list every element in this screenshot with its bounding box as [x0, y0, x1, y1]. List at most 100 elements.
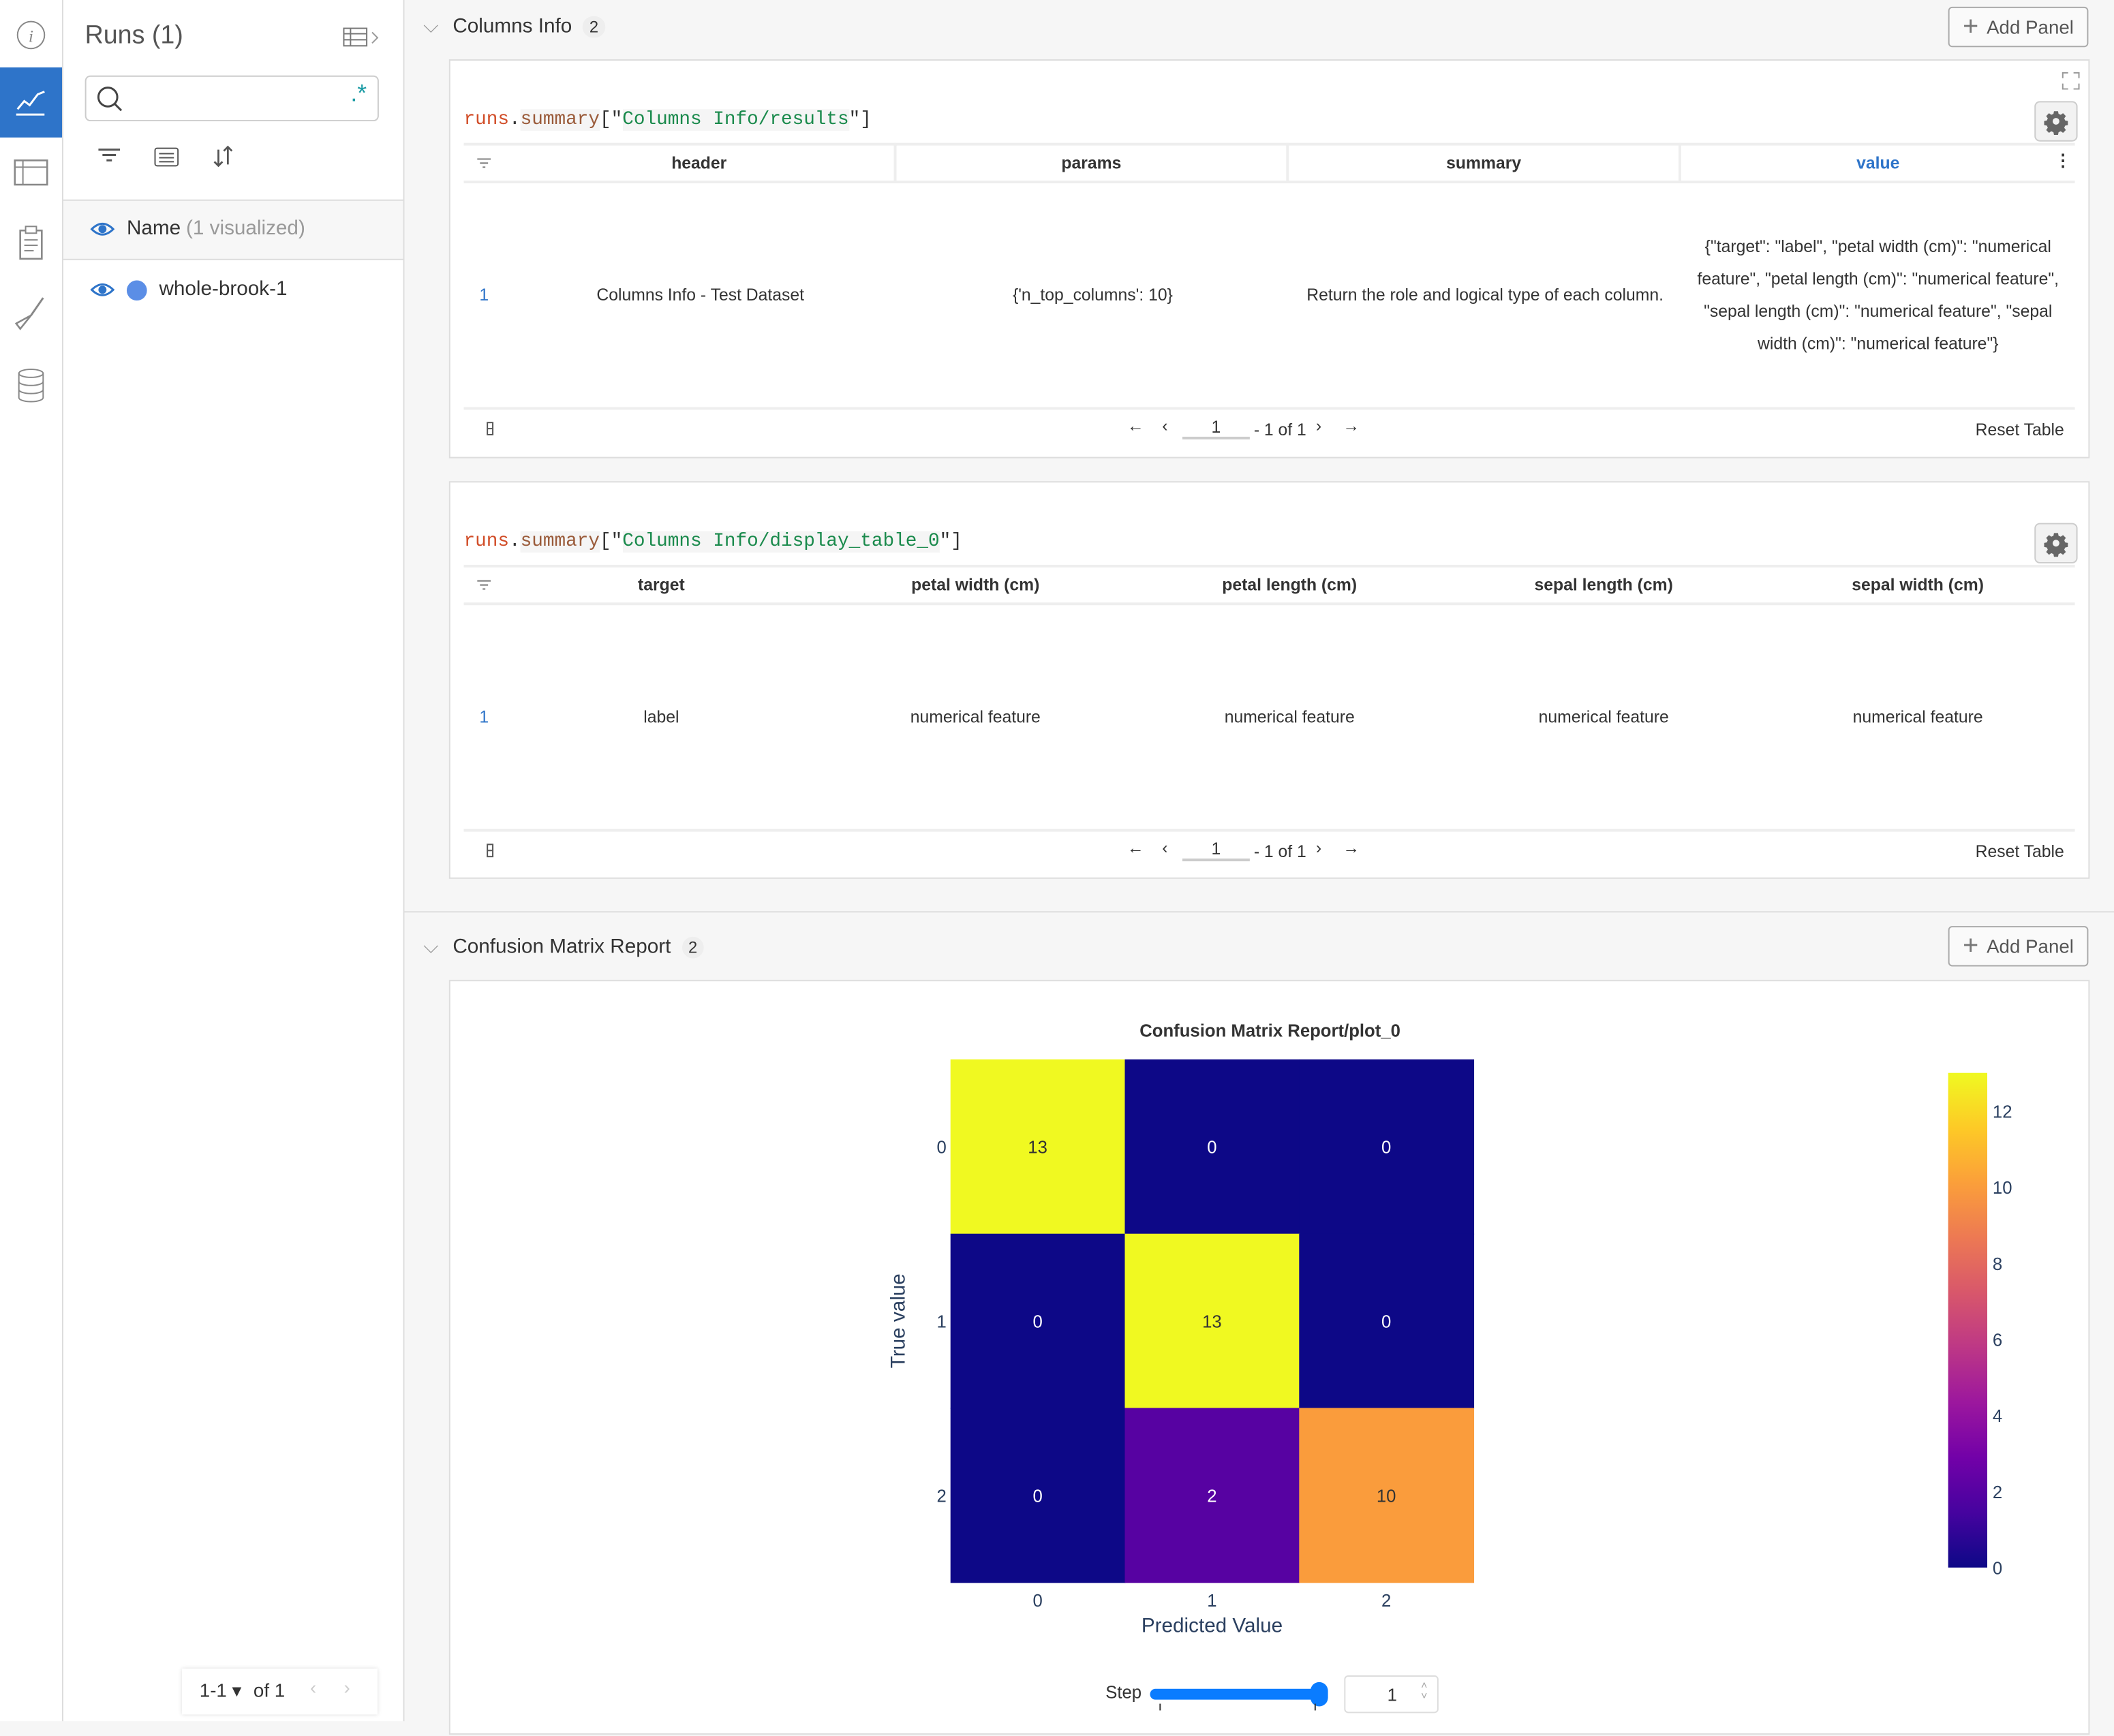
next-page-button[interactable]: › — [1315, 838, 1322, 858]
first-page-button[interactable]: ← — [1127, 838, 1144, 858]
fullscreen-icon[interactable] — [2062, 72, 2081, 91]
column-header[interactable]: petal length (cm) — [1222, 575, 1358, 595]
prev-page-button[interactable]: ‹ — [1162, 416, 1168, 435]
y-tick-label: 2 — [936, 1487, 946, 1506]
page-count: - 1 of 1 — [1253, 842, 1306, 862]
table-cell: label — [643, 707, 679, 727]
chart-line-icon — [16, 91, 45, 116]
column-menu-icon[interactable]: ⋮ — [2054, 151, 2072, 170]
column-header[interactable]: sepal length (cm) — [1534, 575, 1673, 595]
filter-icon[interactable] — [97, 147, 121, 166]
reset-table-button[interactable]: Reset Table — [1975, 420, 2064, 439]
eye-icon[interactable] — [90, 281, 115, 298]
results-table: header params summary value ⋮ 1 Columns … — [463, 142, 2075, 460]
table-cell: numerical feature — [910, 707, 1041, 727]
charts-button[interactable] — [0, 67, 63, 138]
plus-icon: + — [1963, 11, 1979, 42]
prev-page-button[interactable]: ‹ — [1162, 838, 1168, 858]
table-cell: numerical feature — [1852, 707, 1983, 727]
colorbar-tick-label: 12 — [1993, 1102, 2012, 1121]
info-icon: i — [16, 20, 46, 50]
column-toggle-icon[interactable] — [487, 422, 494, 435]
first-page-button[interactable]: ← — [1127, 416, 1144, 435]
table-button[interactable] — [0, 138, 62, 208]
runs-search-input[interactable]: .* — [85, 75, 379, 122]
cell-label: 0 — [1381, 1313, 1391, 1332]
column-header[interactable]: value — [1856, 153, 1900, 173]
page-of: of 1 — [253, 1679, 286, 1701]
visualized-count: (1 visualized) — [186, 217, 305, 241]
column-header[interactable]: petal width (cm) — [911, 575, 1040, 595]
table-settings-button[interactable] — [2034, 101, 2078, 142]
confusion-matrix-chart: Confusion Matrix Report/plot_0 13 0 0 0 13 0 0… — [887, 1021, 2012, 1637]
last-page-button[interactable]: → — [1343, 838, 1360, 858]
column-header[interactable]: params — [897, 142, 1289, 184]
display-table: target petal width (cm) petal length (cm… — [463, 564, 2075, 880]
table-panel-display-table: runs.summary["Columns Info/display_table… — [448, 481, 2090, 880]
add-panel-label: Add Panel — [1987, 935, 2074, 957]
chart-panel: Confusion Matrix Report/plot_0 13 0 0 0 13 0 0… — [448, 980, 2090, 1735]
artifacts-button[interactable] — [0, 350, 62, 420]
column-header[interactable]: target — [637, 575, 685, 595]
add-panel-button[interactable]: + Add Panel — [1948, 6, 2089, 48]
next-page-button[interactable]: › — [343, 1677, 350, 1699]
database-icon — [18, 369, 44, 403]
page-input[interactable]: 1 — [1182, 418, 1250, 439]
name-header-label: Name — [126, 217, 181, 241]
x-tick-label: 0 — [1032, 1592, 1042, 1611]
table-cell: {'n_top_columns': 10} — [1012, 285, 1173, 305]
group-icon[interactable] — [154, 147, 180, 168]
table-settings-button[interactable] — [2034, 523, 2078, 563]
colorbar-tick-label: 4 — [1993, 1407, 2002, 1426]
section-header-confusion-matrix[interactable]: ⌵ Confusion Matrix Report 2 — [423, 935, 705, 960]
regex-toggle[interactable]: .* — [350, 79, 367, 107]
run-row[interactable]: whole-brook-1 — [63, 270, 403, 313]
table-cell: {"target": "label", "petal width (cm)": … — [1697, 237, 2059, 354]
table-cell: Columns Info - Test Dataset — [596, 285, 805, 305]
column-header[interactable]: header — [504, 142, 897, 184]
add-panel-button[interactable]: + Add Panel — [1948, 926, 2089, 967]
heatmap-cell — [1299, 1059, 1475, 1235]
step-input[interactable]: 1 ˄ ˅ — [1344, 1675, 1439, 1714]
info-button[interactable]: i — [0, 0, 62, 70]
expand-runs-table-button[interactable] — [342, 27, 380, 56]
page-input[interactable]: 1 — [1182, 839, 1250, 862]
heatmap-cell — [1299, 1233, 1475, 1409]
eye-icon[interactable] — [90, 221, 115, 237]
prev-page-button[interactable]: ‹ — [310, 1677, 317, 1699]
x-tick-label: 2 — [1381, 1592, 1391, 1611]
clipboard-icon — [19, 226, 43, 260]
colorbar-tick-label: 10 — [1993, 1179, 2012, 1198]
row-index[interactable]: 1 — [479, 285, 489, 305]
reset-table-button[interactable]: Reset Table — [1975, 842, 2064, 862]
cell-label: 0 — [1381, 1138, 1391, 1158]
filter-icon[interactable] — [477, 580, 491, 591]
sweeps-button[interactable] — [0, 279, 62, 350]
run-color-dot[interactable] — [126, 280, 147, 301]
cell-label: 10 — [1377, 1487, 1396, 1506]
cell-label: 0 — [1207, 1138, 1216, 1158]
filter-icon[interactable] — [477, 157, 491, 168]
y-tick-label: 0 — [936, 1138, 946, 1158]
step-slider[interactable] — [1150, 1681, 1328, 1711]
row-index[interactable]: 1 — [479, 707, 489, 727]
column-toggle-icon[interactable] — [487, 843, 494, 858]
sort-icon[interactable] — [213, 144, 235, 169]
last-page-button[interactable]: → — [1343, 416, 1360, 435]
y-axis-label: True value — [887, 1273, 909, 1368]
runs-pagination: 1-1 ▾ of 1 ‹ › — [182, 1669, 378, 1715]
cell-label: 0 — [1032, 1313, 1042, 1332]
panel-count-badge: 2 — [583, 16, 606, 38]
next-page-button[interactable]: › — [1315, 416, 1322, 435]
column-header[interactable]: sepal width (cm) — [1852, 575, 1985, 595]
page-size-select[interactable]: 1-1 ▾ — [199, 1679, 242, 1701]
panel-count-badge: 2 — [681, 936, 705, 959]
run-name[interactable]: whole-brook-1 — [159, 277, 288, 301]
table-footer: ← ‹ 1 - 1 of 1 › → Reset Table — [464, 832, 2075, 880]
column-header[interactable]: summary — [1289, 142, 1681, 184]
page-count: - 1 of 1 — [1253, 420, 1306, 439]
slider-handle[interactable] — [1310, 1681, 1328, 1707]
stepper-arrows-icon[interactable]: ˄ ˅ — [1421, 1679, 1428, 1703]
reports-button[interactable] — [0, 208, 62, 278]
section-header-columns-info[interactable]: ⌵ Columns Info 2 — [423, 15, 606, 40]
